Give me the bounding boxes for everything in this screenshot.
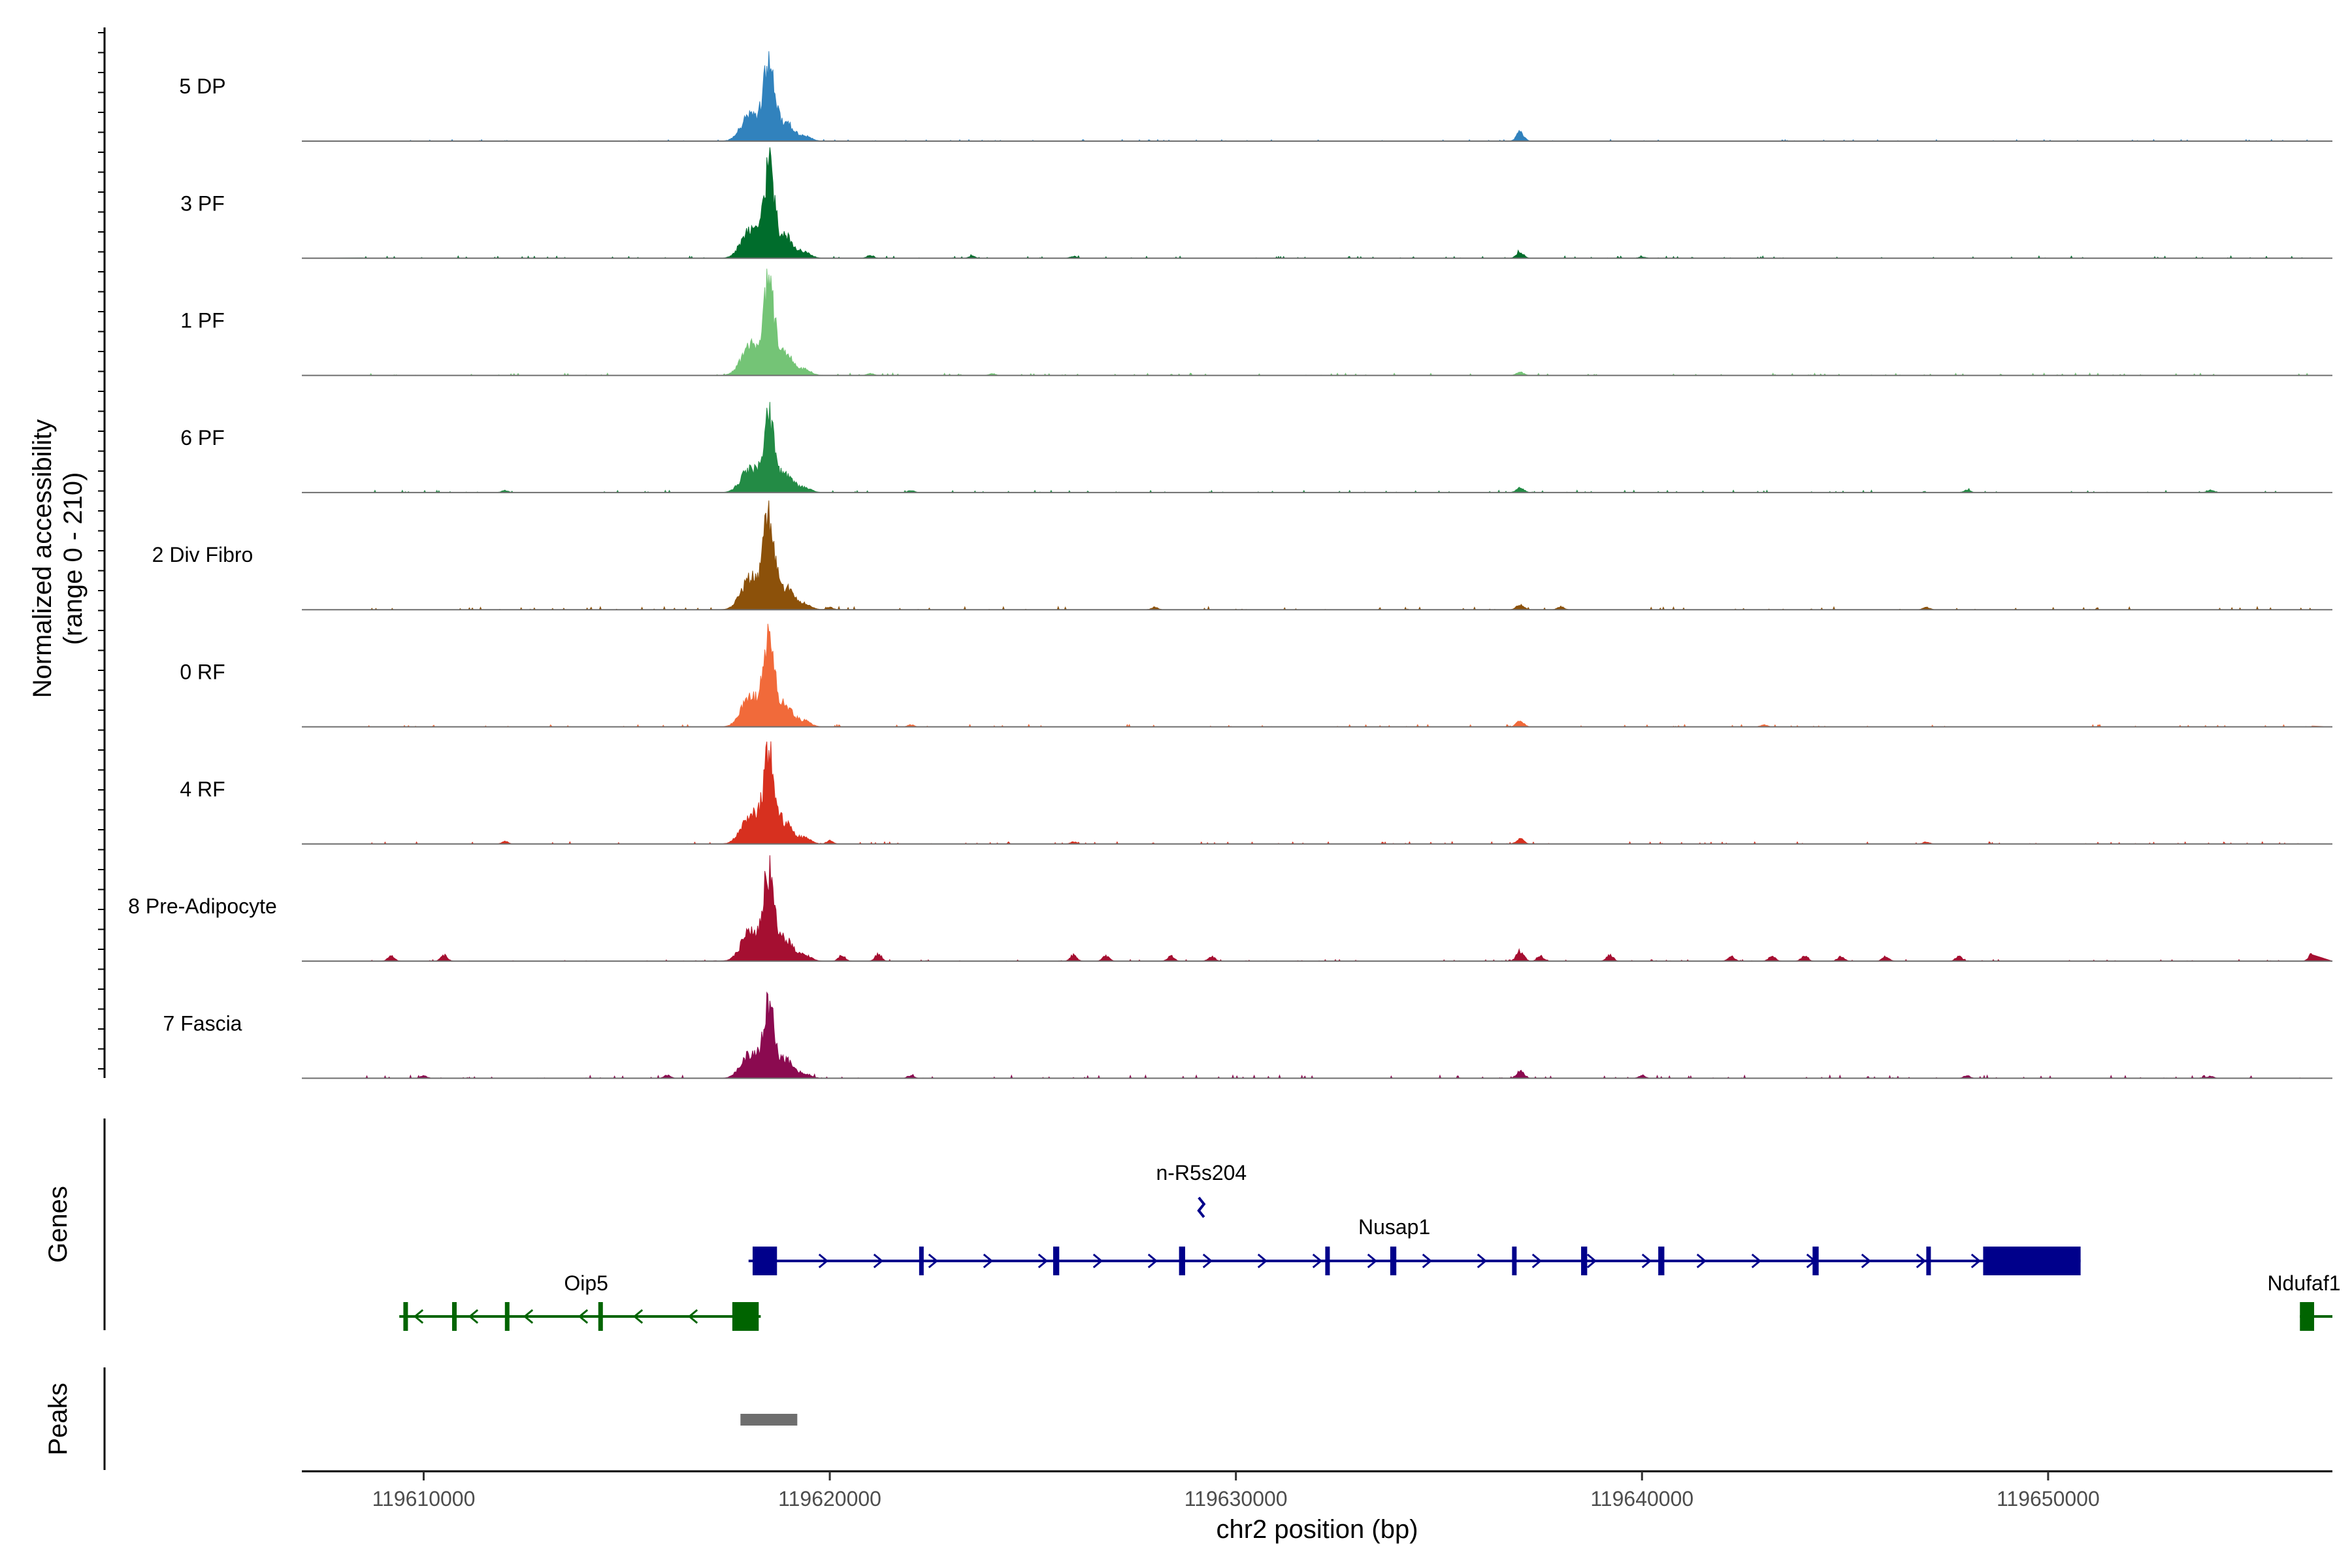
coverage-area: [302, 991, 2332, 1079]
exon: [1390, 1247, 1397, 1275]
strand-chevron: [1970, 1253, 1982, 1269]
exon: [919, 1247, 924, 1275]
strand-chevron: [1696, 1253, 1707, 1269]
track-label: 2 Div Fibro: [152, 543, 253, 566]
strand-chevron: [1586, 1253, 1597, 1269]
strand-chevron: [1861, 1253, 1872, 1269]
strand-chevron: [1641, 1253, 1652, 1269]
strand-chevron: [1477, 1253, 1488, 1269]
coverage-y-axis-ticks: [98, 32, 105, 1070]
x-axis-title: chr2 position (bp): [1216, 1515, 1418, 1544]
gene-body: [1197, 1196, 1206, 1218]
strand-chevron: [1312, 1253, 1323, 1269]
track-6-pf: 6 PF: [180, 402, 2332, 493]
coverage-area: [302, 51, 2332, 142]
strand-chevron: [873, 1253, 884, 1269]
exon: [1581, 1247, 1588, 1275]
strand-chevron: [523, 1309, 534, 1324]
exon: [1983, 1247, 2081, 1275]
gene-annotations: Oip5 Nusap1 n-R5s204 Ndufaf1: [399, 1161, 2341, 1331]
coverage-area: [302, 741, 2332, 845]
track-label: 8 Pre-Adipocyte: [128, 894, 277, 918]
strand-chevron: [818, 1253, 829, 1269]
track-label: 3 PF: [180, 191, 225, 215]
peaks-panel-title: Peaks: [44, 1382, 73, 1455]
exon: [1926, 1247, 1931, 1275]
x-tick-label: 119630000: [1184, 1487, 1288, 1511]
coverage-tracks: 5 DP 3 PF 1 PF 6 PF 2 Div Fibro 0 RF 4 RF 8 Pre…: [128, 51, 2333, 1079]
track-2-div-fibro: 2 Div Fibro: [152, 500, 2332, 611]
gene-ndufaf1: Ndufaf1: [2267, 1271, 2341, 1331]
exon: [1812, 1247, 1819, 1275]
gene-label: Nusap1: [1358, 1215, 1430, 1239]
strand-chevron: [687, 1309, 698, 1324]
strand-chevron: [928, 1253, 939, 1269]
x-tick-label: 119650000: [1997, 1487, 2100, 1511]
track-7-fascia: 7 Fascia: [163, 991, 2332, 1079]
strand-chevron: [468, 1309, 479, 1324]
exon: [1512, 1247, 1517, 1275]
exon: [1053, 1247, 1060, 1275]
peak-regions: [740, 1414, 798, 1426]
gene-label: Oip5: [564, 1271, 608, 1295]
track-8-pre-adipocyte: 8 Pre-Adipocyte: [128, 855, 2333, 962]
track-label: 0 RF: [180, 661, 225, 684]
coverage-area: [302, 269, 2332, 376]
strand-chevron: [1202, 1253, 1213, 1269]
x-axis-ticks: 119610000 119620000 119630000 119640000 1196…: [372, 1471, 2100, 1511]
x-tick-label: 119640000: [1590, 1487, 1693, 1511]
exon: [1325, 1247, 1330, 1275]
strand-chevron: [1147, 1253, 1158, 1269]
track-0-rf: 0 RF: [180, 623, 2333, 728]
peak-bar: [740, 1414, 798, 1426]
exon: [1658, 1247, 1665, 1275]
gene-nusap1: Nusap1: [748, 1215, 2081, 1275]
coverage-area: [301, 147, 2332, 259]
strand-chevron: [413, 1309, 424, 1324]
gene-n-r5s204: n-R5s204: [1156, 1161, 1247, 1218]
exon: [732, 1302, 759, 1331]
exon: [451, 1302, 457, 1331]
track-3-pf: 3 PF: [180, 147, 2332, 259]
genes-panel-title: Genes: [44, 1186, 73, 1263]
track-4-rf: 4 RF: [180, 741, 2332, 845]
strand-chevron: [1916, 1253, 1927, 1269]
track-label: 7 Fascia: [163, 1011, 242, 1035]
strand-chevron: [578, 1309, 589, 1324]
strand-chevron: [1751, 1253, 1762, 1269]
strand-chevron: [1531, 1253, 1543, 1269]
exon: [504, 1302, 510, 1331]
exon: [403, 1302, 408, 1331]
coverage-area: [302, 623, 2333, 728]
strand-chevron: [632, 1309, 644, 1324]
track-label: 5 DP: [179, 74, 225, 98]
y-axis-subtitle: (range 0 - 210): [59, 472, 88, 645]
coverage-area: [302, 500, 2332, 610]
x-tick-label: 119610000: [372, 1487, 476, 1511]
exon: [752, 1247, 777, 1275]
gene-label: Ndufaf1: [2267, 1271, 2340, 1295]
exon: [2300, 1302, 2315, 1331]
x-tick-label: 119620000: [778, 1487, 881, 1511]
exon: [598, 1302, 603, 1331]
coverage-area: [302, 402, 2332, 493]
gene-oip5: Oip5: [399, 1271, 761, 1331]
strand-chevron: [1367, 1253, 1378, 1269]
track-label: 6 PF: [180, 426, 225, 449]
track-label: 4 RF: [180, 777, 225, 801]
strand-chevron: [983, 1253, 994, 1269]
track-1-pf: 1 PF: [180, 269, 2332, 376]
strand-chevron: [1092, 1253, 1103, 1269]
y-axis-title: Normalized accessibility: [28, 419, 57, 698]
exon: [1179, 1247, 1185, 1275]
track-5-dp: 5 DP: [179, 51, 2332, 142]
track-label: 1 PF: [180, 309, 225, 333]
gene-label: n-R5s204: [1156, 1161, 1247, 1184]
coverage-area: [302, 855, 2333, 962]
strand-chevron: [1422, 1253, 1433, 1269]
strand-chevron: [1037, 1253, 1049, 1269]
strand-chevron: [1257, 1253, 1268, 1269]
